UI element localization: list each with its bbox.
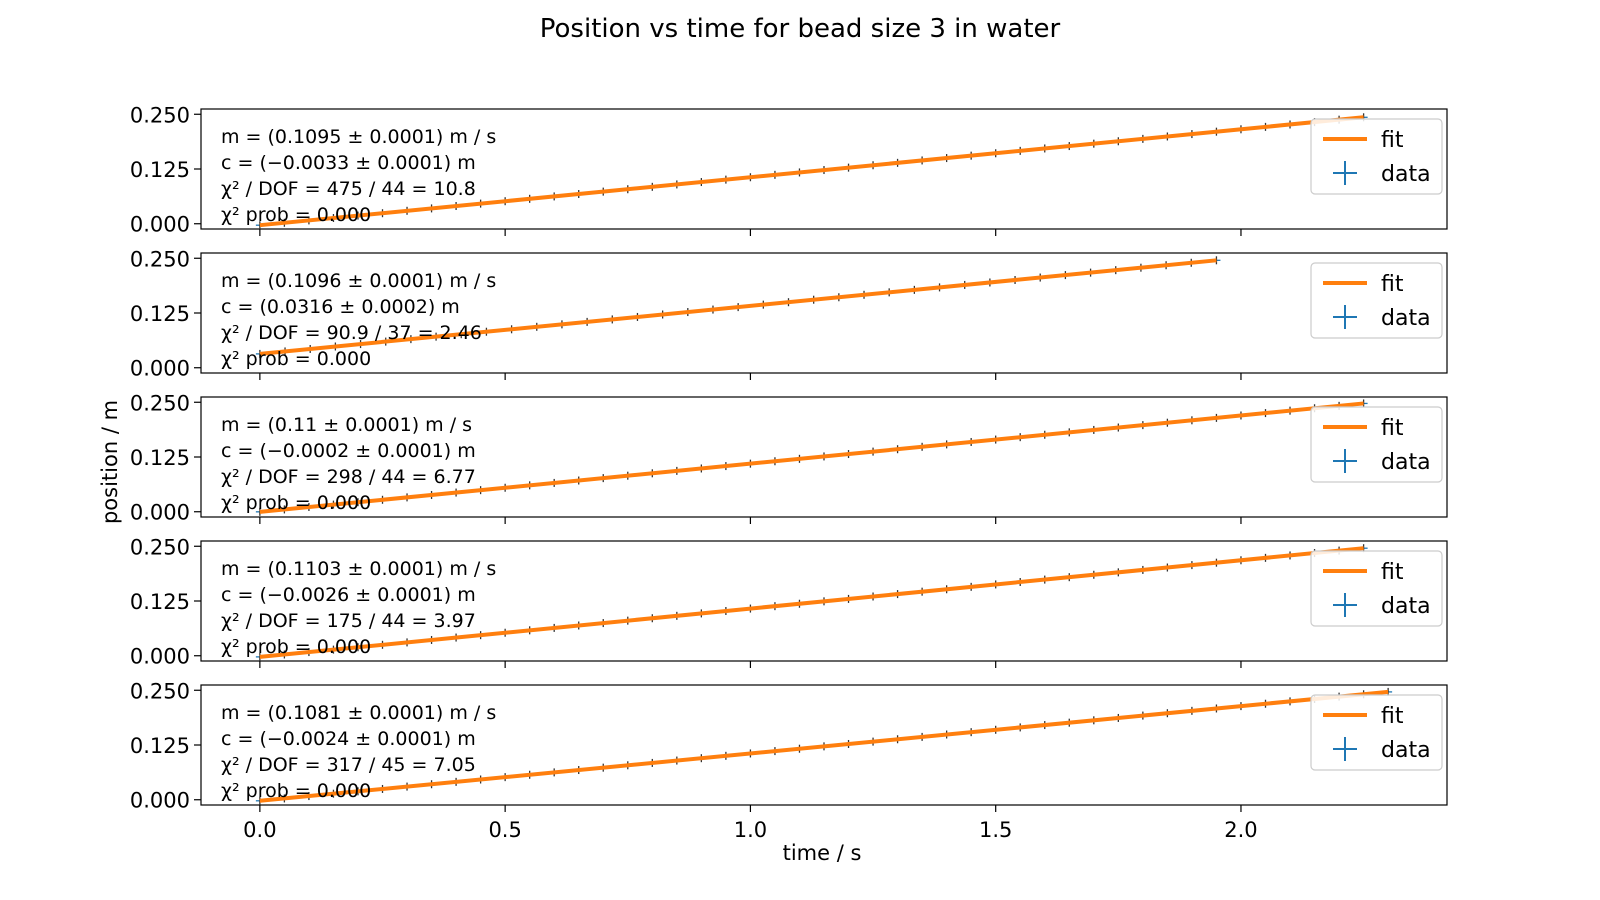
legend-label-fit: fit	[1381, 128, 1404, 153]
legend-label-data: data	[1381, 450, 1431, 475]
x-axis-label: time / s	[783, 841, 862, 865]
fit-annotation: χ² / DOF = 175 / 44 = 3.97	[221, 610, 476, 632]
fit-annotation: m = (0.11 ± 0.0001) m / s	[221, 414, 472, 436]
fit-annotation: χ² / DOF = 475 / 44 = 10.8	[221, 178, 476, 200]
legend-label-data: data	[1381, 738, 1431, 763]
fit-annotation: c = (−0.0033 ± 0.0001) m	[221, 152, 476, 174]
fit-annotation: c = (−0.0002 ± 0.0001) m	[221, 440, 476, 462]
x-tick-label: 1.5	[979, 818, 1012, 842]
subplots: 0.000 0.125 0.250 m = (0.1095 ± 0.0001) m /…	[130, 103, 1448, 842]
fit-annotation: χ² prob = 0.000	[221, 348, 371, 370]
y-tick-label: 0.125	[130, 446, 190, 470]
legend: fit data	[1310, 694, 1443, 771]
legend-label-data: data	[1381, 594, 1431, 619]
subplot-5: 0.000 0.125 0.250 0.0 0.5 1.0 1.5 2.0 m = (0.108…	[130, 679, 1448, 842]
y-tick-label: 0.250	[130, 391, 190, 415]
x-tick-label: 0.0	[243, 818, 276, 842]
y-tick-label: 0.125	[130, 734, 190, 758]
fit-annotation: χ² prob = 0.000	[221, 636, 371, 658]
fit-annotation: χ² / DOF = 317 / 45 = 7.05	[221, 754, 476, 776]
subplot-4: 0.000 0.125 0.250 m = (0.1103 ± 0.0001) m /…	[130, 535, 1448, 669]
legend-label-fit: fit	[1381, 272, 1404, 297]
y-tick-label: 0.125	[130, 302, 190, 326]
legend-label-data: data	[1381, 162, 1431, 187]
y-tick-label: 0.125	[130, 158, 190, 182]
legend: fit data	[1310, 118, 1443, 195]
legend-label-fit: fit	[1381, 560, 1404, 585]
fit-line	[259, 401, 1364, 514]
legend: fit data	[1310, 262, 1443, 339]
fit-annotation: χ² prob = 0.000	[221, 204, 371, 226]
y-tick-label: 0.000	[130, 357, 190, 381]
fit-annotation: c = (−0.0024 ± 0.0001) m	[221, 728, 476, 750]
subplot-1: 0.000 0.125 0.250 m = (0.1095 ± 0.0001) m /…	[130, 103, 1448, 237]
x-tick-label: 2.0	[1224, 818, 1257, 842]
subplot-3: 0.000 0.125 0.250 m = (0.11 ± 0.0001) m / s…	[130, 391, 1448, 525]
y-tick-label: 0.250	[130, 535, 190, 559]
fit-line	[259, 115, 1364, 228]
legend: fit data	[1310, 550, 1443, 627]
y-tick-label: 0.250	[130, 247, 190, 271]
y-tick-label: 0.000	[130, 501, 190, 525]
fit-annotation: m = (0.1103 ± 0.0001) m / s	[221, 558, 496, 580]
fit-annotation: χ² prob = 0.000	[221, 492, 371, 514]
fit-line	[259, 546, 1364, 659]
fit-annotation: χ² / DOF = 90.9 / 37 = 2.46	[221, 322, 482, 344]
y-tick-label: 0.000	[130, 213, 190, 237]
y-tick-label: 0.000	[130, 789, 190, 813]
x-tick-label: 0.5	[488, 818, 521, 842]
fit-annotation: m = (0.1096 ± 0.0001) m / s	[221, 270, 496, 292]
y-tick-label: 0.250	[130, 103, 190, 127]
y-axis-label: position / m	[98, 400, 122, 524]
figure-title: Position vs time for bead size 3 in wate…	[540, 14, 1061, 44]
subplot-2: 0.000 0.125 0.250 m = (0.1096 ± 0.0001) m /…	[130, 247, 1448, 381]
legend-label-fit: fit	[1381, 704, 1404, 729]
fit-annotation: m = (0.1095 ± 0.0001) m / s	[221, 126, 496, 148]
y-tick-label: 0.000	[130, 645, 190, 669]
fit-annotation: m = (0.1081 ± 0.0001) m / s	[221, 702, 496, 724]
y-tick-label: 0.250	[130, 679, 190, 703]
legend-label-data: data	[1381, 306, 1431, 331]
fit-annotation: χ² / DOF = 298 / 44 = 6.77	[221, 466, 476, 488]
fit-line	[259, 689, 1389, 803]
fit-line	[259, 258, 1217, 356]
legend-label-fit: fit	[1381, 416, 1404, 441]
fit-annotation: c = (0.0316 ± 0.0002) m	[221, 296, 460, 318]
fit-annotation: c = (−0.0026 ± 0.0001) m	[221, 584, 476, 606]
x-tick-label: 1.0	[734, 818, 767, 842]
legend: fit data	[1310, 406, 1443, 483]
fit-annotation: χ² prob = 0.000	[221, 780, 371, 802]
y-tick-label: 0.125	[130, 590, 190, 614]
